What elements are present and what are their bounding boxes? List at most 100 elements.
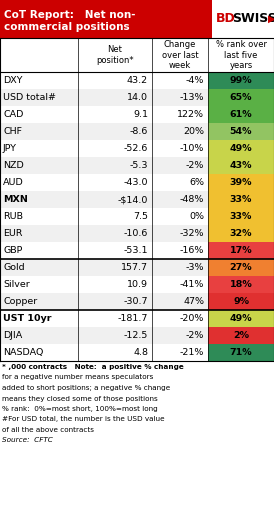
Text: RUB: RUB bbox=[3, 212, 23, 221]
Bar bbox=[208, 191, 274, 208]
Text: -13%: -13% bbox=[179, 93, 204, 102]
Bar bbox=[208, 140, 274, 157]
Bar bbox=[0, 208, 274, 225]
Text: for a negative number means speculators: for a negative number means speculators bbox=[2, 375, 153, 380]
Text: -2%: -2% bbox=[185, 161, 204, 170]
Bar bbox=[208, 174, 274, 191]
Text: 157.7: 157.7 bbox=[121, 263, 148, 272]
Bar bbox=[208, 310, 274, 327]
Text: 43.2: 43.2 bbox=[127, 76, 148, 85]
Text: 9.1: 9.1 bbox=[133, 110, 148, 119]
Text: DJIA: DJIA bbox=[3, 331, 22, 340]
Bar bbox=[0, 191, 274, 208]
Bar bbox=[208, 72, 274, 89]
Text: Net
position*: Net position* bbox=[96, 45, 134, 64]
Bar bbox=[0, 174, 274, 191]
Text: -48%: -48% bbox=[180, 195, 204, 204]
Text: -181.7: -181.7 bbox=[118, 314, 148, 323]
Text: 47%: 47% bbox=[183, 297, 204, 306]
Text: 18%: 18% bbox=[230, 280, 252, 289]
Text: -30.7: -30.7 bbox=[124, 297, 148, 306]
Bar bbox=[208, 225, 274, 242]
Text: 49%: 49% bbox=[230, 314, 252, 323]
Text: EUR: EUR bbox=[3, 229, 22, 238]
Text: JPY: JPY bbox=[3, 144, 17, 153]
Text: 4.8: 4.8 bbox=[133, 348, 148, 357]
Text: 14.0: 14.0 bbox=[127, 93, 148, 102]
Bar bbox=[0, 242, 274, 259]
Text: -12.5: -12.5 bbox=[124, 331, 148, 340]
Text: -21%: -21% bbox=[180, 348, 204, 357]
Bar bbox=[208, 259, 274, 276]
Text: CoT Report:   Net non-: CoT Report: Net non- bbox=[4, 10, 136, 20]
Text: Silver: Silver bbox=[3, 280, 30, 289]
Text: -3%: -3% bbox=[185, 263, 204, 272]
Text: Gold: Gold bbox=[3, 263, 25, 272]
Text: DXY: DXY bbox=[3, 76, 22, 85]
Bar bbox=[0, 344, 274, 361]
Text: -52.6: -52.6 bbox=[124, 144, 148, 153]
Text: 17%: 17% bbox=[230, 246, 252, 255]
Bar bbox=[0, 310, 274, 327]
Text: ▶: ▶ bbox=[268, 14, 274, 24]
Bar bbox=[0, 72, 274, 89]
Bar bbox=[0, 106, 274, 123]
Text: -41%: -41% bbox=[180, 280, 204, 289]
Text: CHF: CHF bbox=[3, 127, 22, 136]
Text: 65%: 65% bbox=[230, 93, 252, 102]
Text: 99%: 99% bbox=[230, 76, 252, 85]
Text: * ,000 contracts   Note:  a positive % change: * ,000 contracts Note: a positive % chan… bbox=[2, 364, 184, 370]
Text: 6%: 6% bbox=[189, 178, 204, 187]
Text: -53.1: -53.1 bbox=[124, 246, 148, 255]
Text: 33%: 33% bbox=[230, 212, 252, 221]
Bar bbox=[208, 327, 274, 344]
Text: -5.3: -5.3 bbox=[130, 161, 148, 170]
Text: Change
over last
week: Change over last week bbox=[162, 40, 198, 70]
Text: -10%: -10% bbox=[180, 144, 204, 153]
Text: % rank:  0%=most short, 100%=most long: % rank: 0%=most short, 100%=most long bbox=[2, 406, 158, 412]
Text: commercial positions: commercial positions bbox=[4, 22, 130, 32]
Bar bbox=[0, 140, 274, 157]
Bar bbox=[0, 89, 274, 106]
Text: 54%: 54% bbox=[230, 127, 252, 136]
Text: means they closed some of those positions: means they closed some of those position… bbox=[2, 395, 158, 401]
Bar bbox=[0, 225, 274, 242]
Text: -8.6: -8.6 bbox=[130, 127, 148, 136]
Text: MXN: MXN bbox=[3, 195, 28, 204]
Bar bbox=[208, 89, 274, 106]
Text: 33%: 33% bbox=[230, 195, 252, 204]
Bar bbox=[208, 293, 274, 310]
Text: -2%: -2% bbox=[185, 331, 204, 340]
Text: NASDAQ: NASDAQ bbox=[3, 348, 43, 357]
Text: 2%: 2% bbox=[233, 331, 249, 340]
Bar bbox=[0, 38, 274, 72]
Text: 32%: 32% bbox=[230, 229, 252, 238]
Text: 0%: 0% bbox=[189, 212, 204, 221]
Text: 71%: 71% bbox=[230, 348, 252, 357]
Text: -10.6: -10.6 bbox=[124, 229, 148, 238]
Text: 122%: 122% bbox=[177, 110, 204, 119]
Text: UST 10yr: UST 10yr bbox=[3, 314, 52, 323]
Text: USD total#: USD total# bbox=[3, 93, 56, 102]
Text: -43.0: -43.0 bbox=[124, 178, 148, 187]
Text: Source:  CFTC: Source: CFTC bbox=[2, 438, 53, 443]
Text: -$14.0: -$14.0 bbox=[118, 195, 148, 204]
Text: -16%: -16% bbox=[180, 246, 204, 255]
Text: SWISS: SWISS bbox=[232, 12, 274, 25]
Bar bbox=[208, 242, 274, 259]
Bar bbox=[212, 0, 274, 38]
Bar bbox=[208, 344, 274, 361]
Text: -20%: -20% bbox=[180, 314, 204, 323]
Text: Copper: Copper bbox=[3, 297, 37, 306]
Text: 20%: 20% bbox=[183, 127, 204, 136]
Bar bbox=[208, 123, 274, 140]
Text: GBP: GBP bbox=[3, 246, 22, 255]
Text: NZD: NZD bbox=[3, 161, 24, 170]
Text: 7.5: 7.5 bbox=[133, 212, 148, 221]
Text: 43%: 43% bbox=[230, 161, 252, 170]
Bar bbox=[0, 157, 274, 174]
Text: added to short positions; a negative % change: added to short positions; a negative % c… bbox=[2, 385, 170, 391]
Bar bbox=[0, 259, 274, 276]
Bar bbox=[0, 0, 274, 38]
Text: CAD: CAD bbox=[3, 110, 23, 119]
